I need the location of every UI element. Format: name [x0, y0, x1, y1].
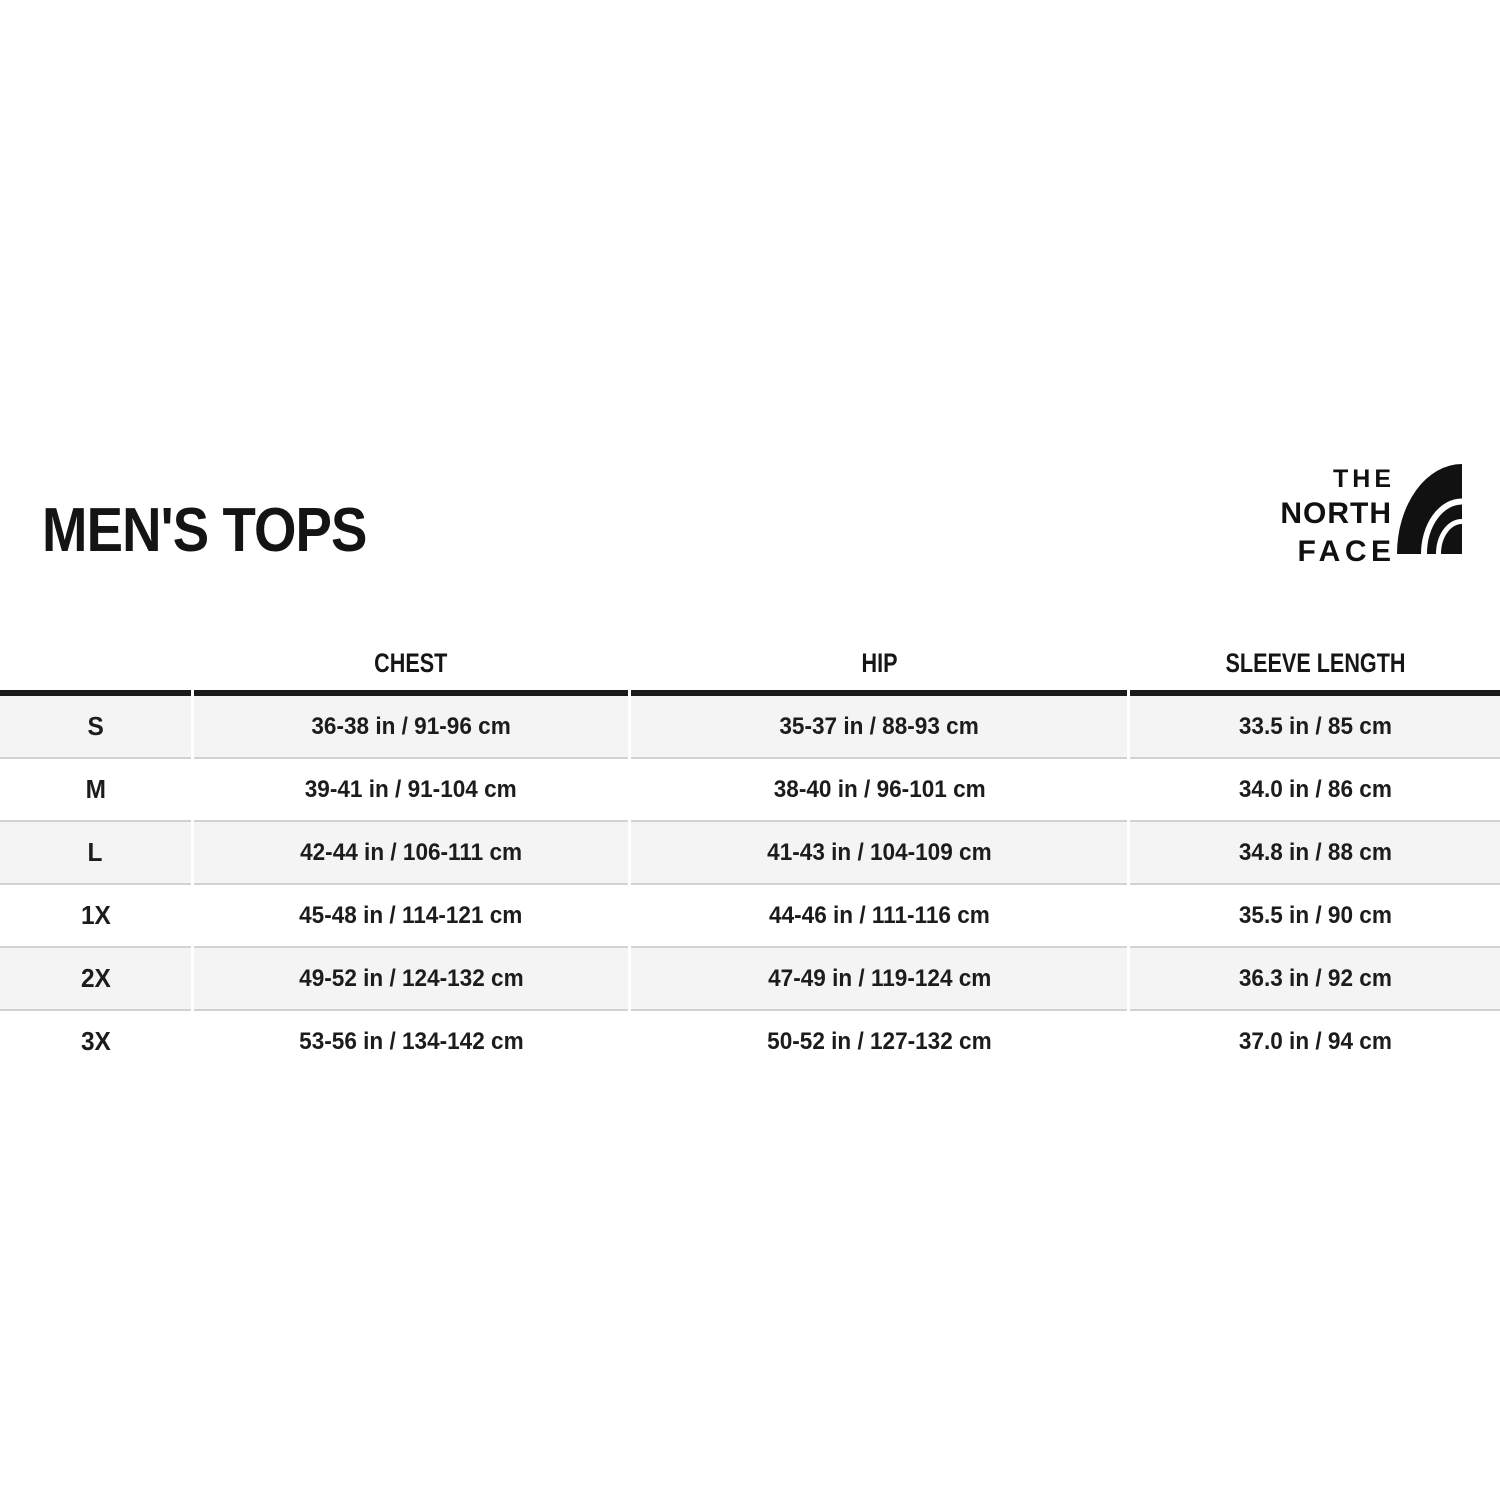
size-chart-table: CHEST HIP SLEEVE LENGTH S 36-38 in / 91-…	[0, 576, 1500, 1072]
hip-cell: 38-40 in / 96-101 cm	[631, 759, 1128, 822]
chest-cell: 42-44 in / 106-111 cm	[193, 822, 629, 885]
logo-word-the: THE	[1333, 465, 1395, 493]
table-row-s: S 36-38 in / 91-96 cm 35-37 in / 88-93 c…	[0, 696, 1500, 759]
table-row-m: M 39-41 in / 91-104 cm 38-40 in / 96-101…	[0, 759, 1500, 822]
size-cell: 3X	[0, 1011, 191, 1072]
logo-word-north: NORTH	[1280, 497, 1392, 530]
column-header-chest: CHEST	[193, 576, 629, 696]
chest-cell: 53-56 in / 134-142 cm	[193, 1011, 629, 1072]
chest-cell: 36-38 in / 91-96 cm	[193, 696, 629, 759]
north-face-logo-text: THE NORTH FACE	[1280, 464, 1391, 567]
sleeve-cell: 35.5 in / 90 cm	[1130, 885, 1500, 948]
hip-cell: 41-43 in / 104-109 cm	[631, 822, 1128, 885]
hip-cell: 35-37 in / 88-93 cm	[631, 696, 1128, 759]
page-header: MEN'S TOPS THE NORTH FACE	[0, 464, 1500, 567]
column-header-sleeve-length: SLEEVE LENGTH	[1130, 576, 1500, 696]
column-header-size	[0, 576, 191, 696]
column-header-hip: HIP	[631, 576, 1128, 696]
table-row-1x: 1X 45-48 in / 114-121 cm 44-46 in / 111-…	[0, 885, 1500, 948]
half-dome-icon	[1397, 464, 1462, 554]
north-face-logo: THE NORTH FACE	[1280, 464, 1462, 567]
table-body: S 36-38 in / 91-96 cm 35-37 in / 88-93 c…	[0, 696, 1500, 1072]
logo-word-face: FACE	[1297, 535, 1396, 568]
size-cell: M	[0, 759, 191, 822]
chest-cell: 49-52 in / 124-132 cm	[193, 948, 629, 1011]
table-row-3x: 3X 53-56 in / 134-142 cm 50-52 in / 127-…	[0, 1011, 1500, 1072]
sleeve-cell: 36.3 in / 92 cm	[1130, 948, 1500, 1011]
size-cell: S	[0, 696, 191, 759]
size-cell: L	[0, 822, 191, 885]
size-cell: 2X	[0, 948, 191, 1011]
table-row-2x: 2X 49-52 in / 124-132 cm 47-49 in / 119-…	[0, 948, 1500, 1011]
hip-cell: 50-52 in / 127-132 cm	[631, 1011, 1128, 1072]
sleeve-cell: 33.5 in / 85 cm	[1130, 696, 1500, 759]
hip-cell: 47-49 in / 119-124 cm	[631, 948, 1128, 1011]
chest-cell: 45-48 in / 114-121 cm	[193, 885, 629, 948]
table-header: CHEST HIP SLEEVE LENGTH	[0, 576, 1500, 696]
sleeve-cell: 34.8 in / 88 cm	[1130, 822, 1500, 885]
table-row-l: L 42-44 in / 106-111 cm 41-43 in / 104-1…	[0, 822, 1500, 885]
hip-cell: 44-46 in / 111-116 cm	[631, 885, 1128, 948]
sleeve-cell: 37.0 in / 94 cm	[1130, 1011, 1500, 1072]
chest-cell: 39-41 in / 91-104 cm	[193, 759, 629, 822]
page-title: MEN'S TOPS	[42, 496, 367, 565]
header-row: CHEST HIP SLEEVE LENGTH	[0, 576, 1500, 696]
size-cell: 1X	[0, 885, 191, 948]
sleeve-cell: 34.0 in / 86 cm	[1130, 759, 1500, 822]
